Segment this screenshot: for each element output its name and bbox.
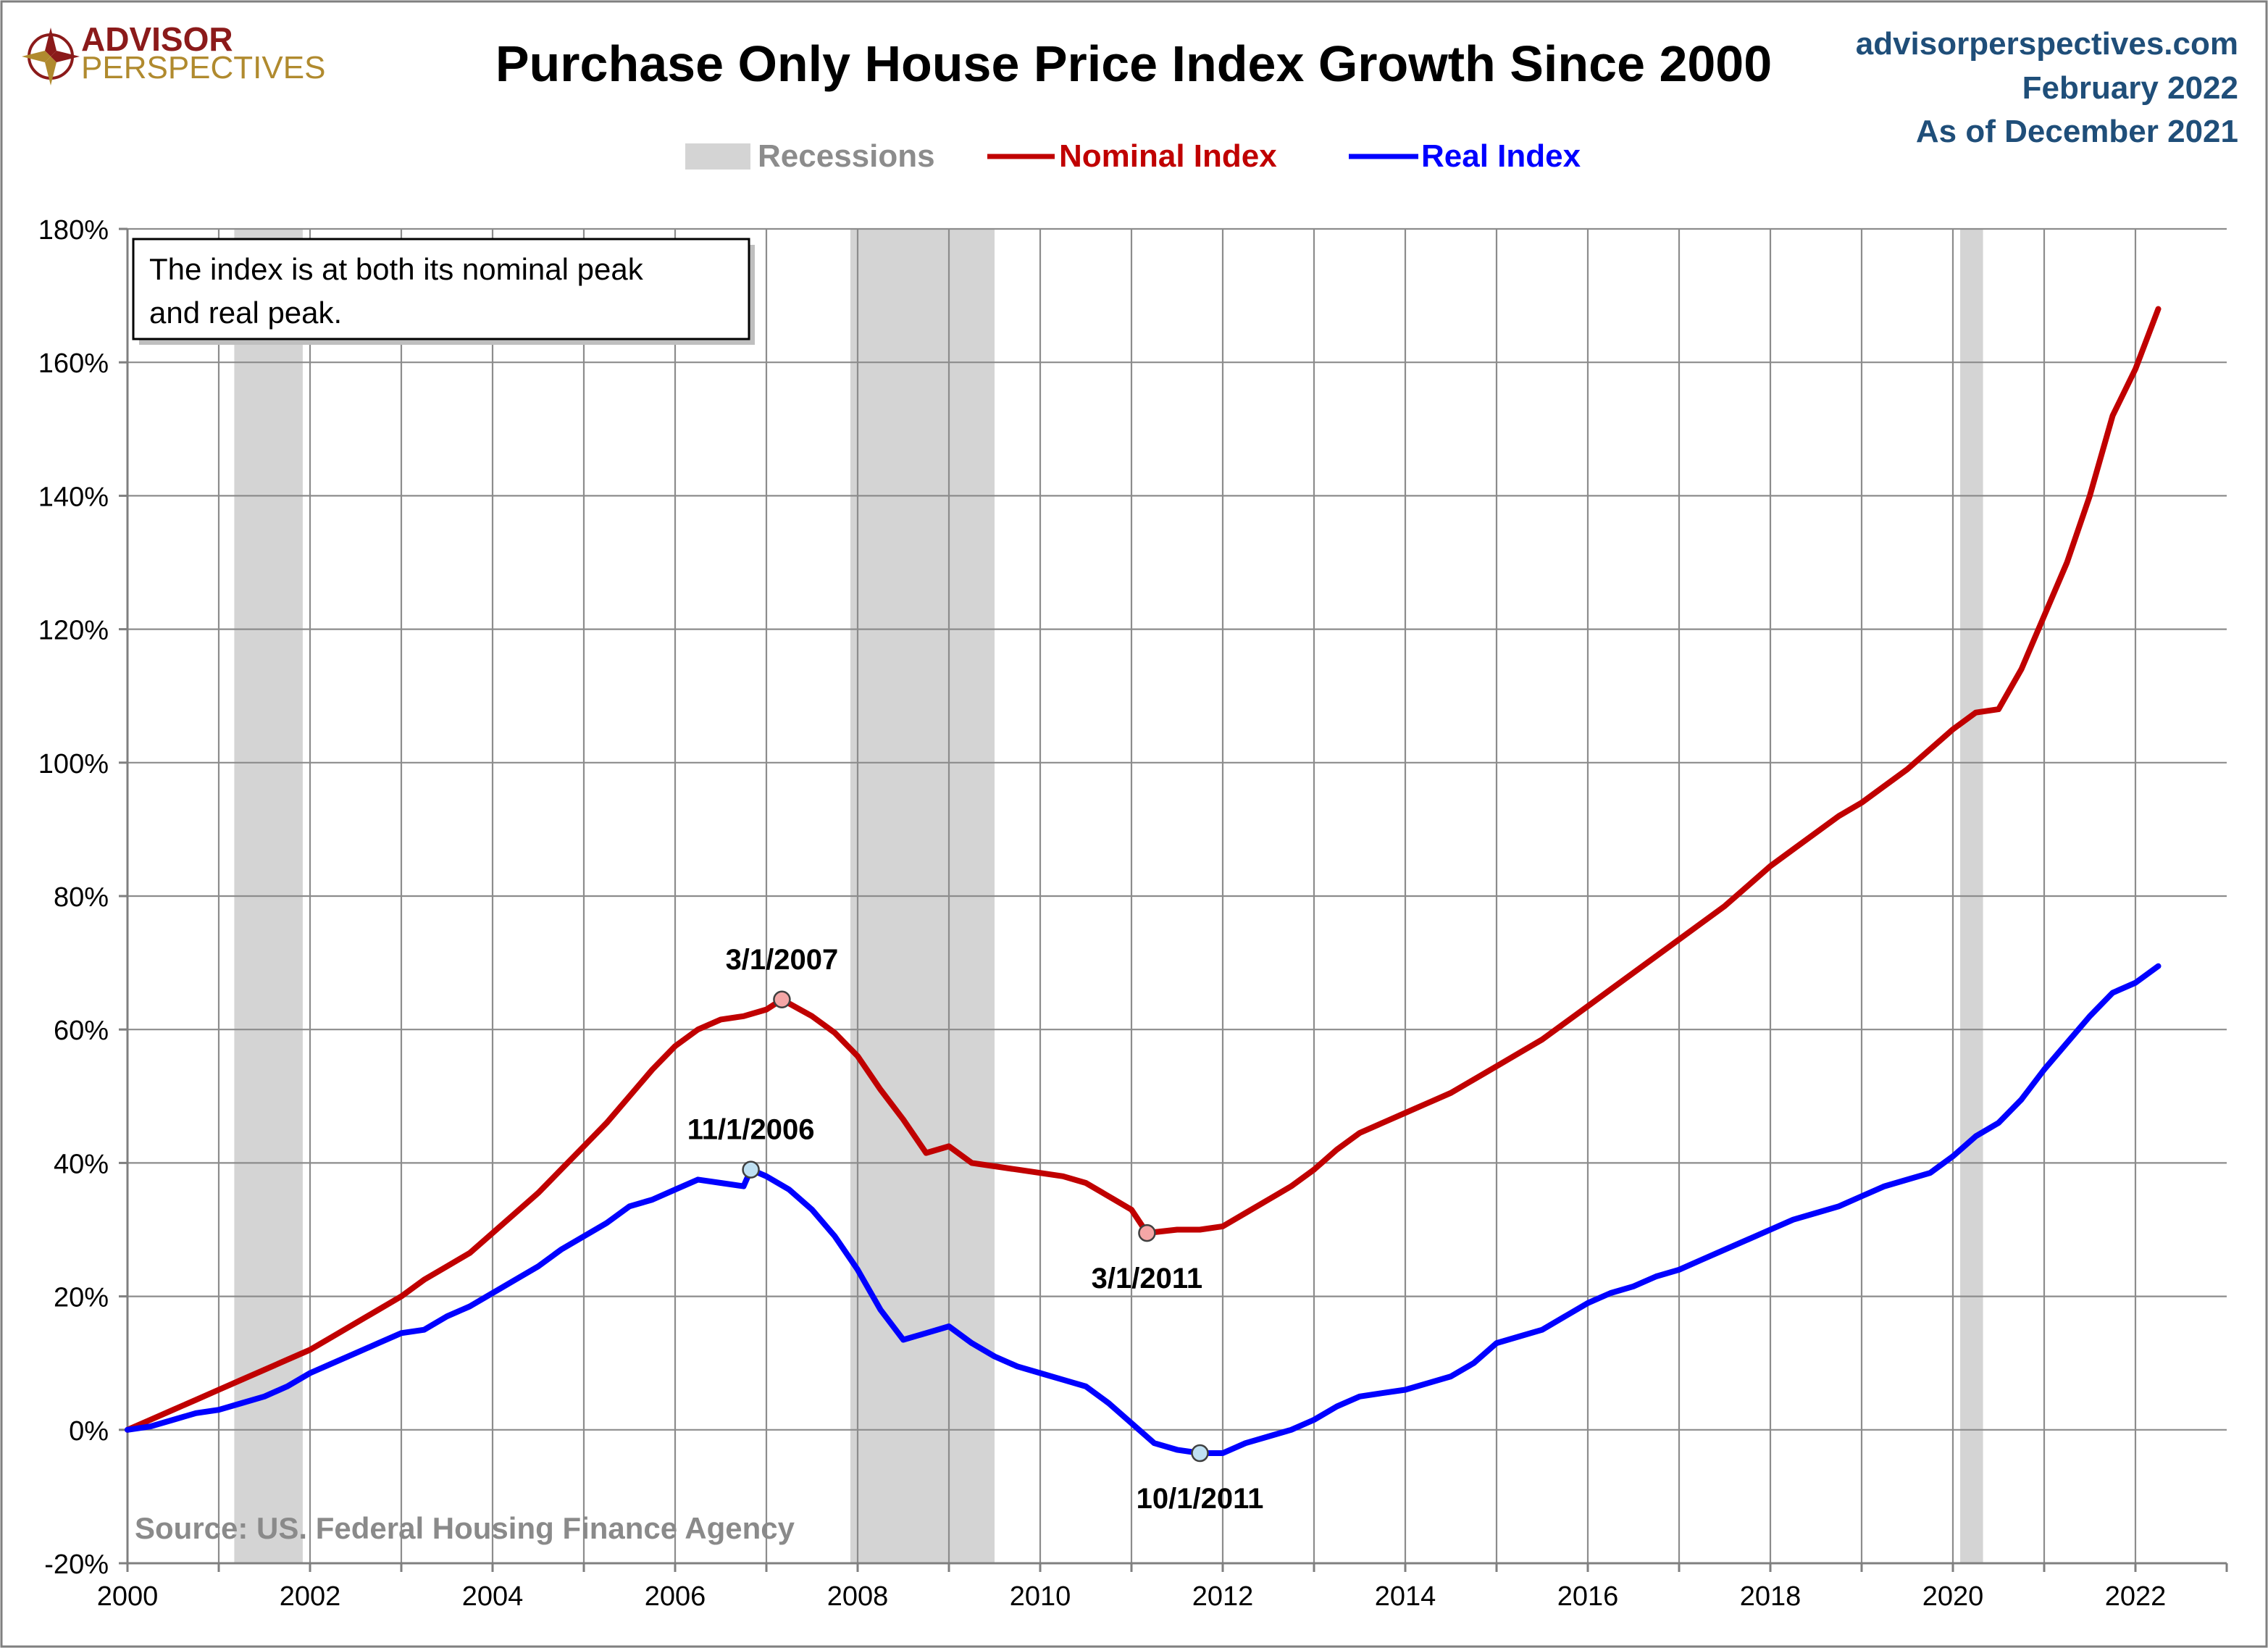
y-tick-label: 180% bbox=[38, 215, 109, 246]
as-of-label: As of December 2021 bbox=[1916, 114, 2238, 149]
y-tick-label: -20% bbox=[44, 1549, 109, 1580]
x-tick-label: 2008 bbox=[827, 1581, 889, 1612]
x-tick-label: 2020 bbox=[1922, 1581, 1984, 1612]
note-line-2: and real peak. bbox=[149, 296, 342, 330]
y-tick-label: 120% bbox=[38, 616, 109, 646]
legend-recessions-label: Recessions bbox=[758, 138, 935, 174]
note-box: The index is at both its nominal peak an… bbox=[132, 238, 755, 345]
annotation-label: 11/1/2006 bbox=[687, 1114, 815, 1146]
note-line-1: The index is at both its nominal peak bbox=[149, 252, 644, 286]
y-tick-label: 100% bbox=[38, 749, 109, 779]
annotation-marker bbox=[1191, 1444, 1209, 1463]
y-tick-label: 40% bbox=[54, 1149, 109, 1179]
legend-real-label: Real Index bbox=[1421, 138, 1581, 174]
note-box-frame bbox=[132, 238, 750, 340]
axes: -20% 0% 20% 40% 60% 80% 100% 120% 140% 160% 180% 20… bbox=[38, 215, 2228, 1612]
legend-recessions-swatch bbox=[685, 143, 750, 170]
y-tick-label: 60% bbox=[54, 1016, 109, 1046]
chart-title: Purchase Only House Price Index Growth S… bbox=[495, 35, 1772, 92]
y-tick-label: 140% bbox=[38, 482, 109, 512]
annotation-marker bbox=[1138, 1224, 1156, 1242]
logo-line-2: PERSPECTIVES bbox=[81, 50, 325, 85]
x-tick-label: 2002 bbox=[280, 1581, 341, 1612]
annotation-label: 3/1/2007 bbox=[726, 944, 839, 976]
x-tick-label: 2010 bbox=[1010, 1581, 1071, 1612]
compass-rose-icon bbox=[22, 28, 80, 85]
site-label: advisorperspectives.com bbox=[1856, 26, 2238, 62]
series-lines bbox=[125, 306, 2162, 1456]
x-tick-label: 2000 bbox=[97, 1581, 159, 1612]
y-tick-label: 0% bbox=[69, 1416, 109, 1447]
x-tick-label: 2016 bbox=[1557, 1581, 1619, 1612]
gridlines bbox=[127, 227, 2227, 1565]
x-tick-label: 2018 bbox=[1740, 1581, 1802, 1612]
legend: Recessions Nominal Index Real Index bbox=[685, 138, 1581, 174]
y-tick-label: 160% bbox=[38, 348, 109, 379]
legend-nominal-label: Nominal Index bbox=[1059, 138, 1277, 174]
annotation-marker bbox=[773, 990, 791, 1009]
annotation-marker bbox=[742, 1160, 760, 1179]
x-tick-label: 2014 bbox=[1375, 1581, 1436, 1612]
logo-line-1: ADVISOR bbox=[81, 20, 233, 58]
y-tick-label: 20% bbox=[54, 1283, 109, 1313]
date-label: February 2022 bbox=[2022, 70, 2238, 106]
x-tick-label: 2022 bbox=[2105, 1581, 2167, 1612]
annotations: 3/1/2007 11/1/2006 3/1/2011 10/1/2011 bbox=[687, 944, 1264, 1515]
annotation-label: 3/1/2011 bbox=[1092, 1263, 1203, 1294]
y-tick-label: 80% bbox=[54, 882, 109, 913]
annotation-label: 10/1/2011 bbox=[1137, 1483, 1264, 1515]
advisor-perspectives-logo: ADVISOR PERSPECTIVES bbox=[22, 20, 325, 85]
x-tick-label: 2006 bbox=[645, 1581, 706, 1612]
x-tick-label: 2004 bbox=[462, 1581, 524, 1612]
nominal-index-line bbox=[125, 306, 2162, 1433]
source-label: Source: US. Federal Housing Finance Agen… bbox=[135, 1511, 795, 1545]
real-index-line bbox=[125, 963, 2162, 1456]
x-tick-label: 2012 bbox=[1192, 1581, 1254, 1612]
